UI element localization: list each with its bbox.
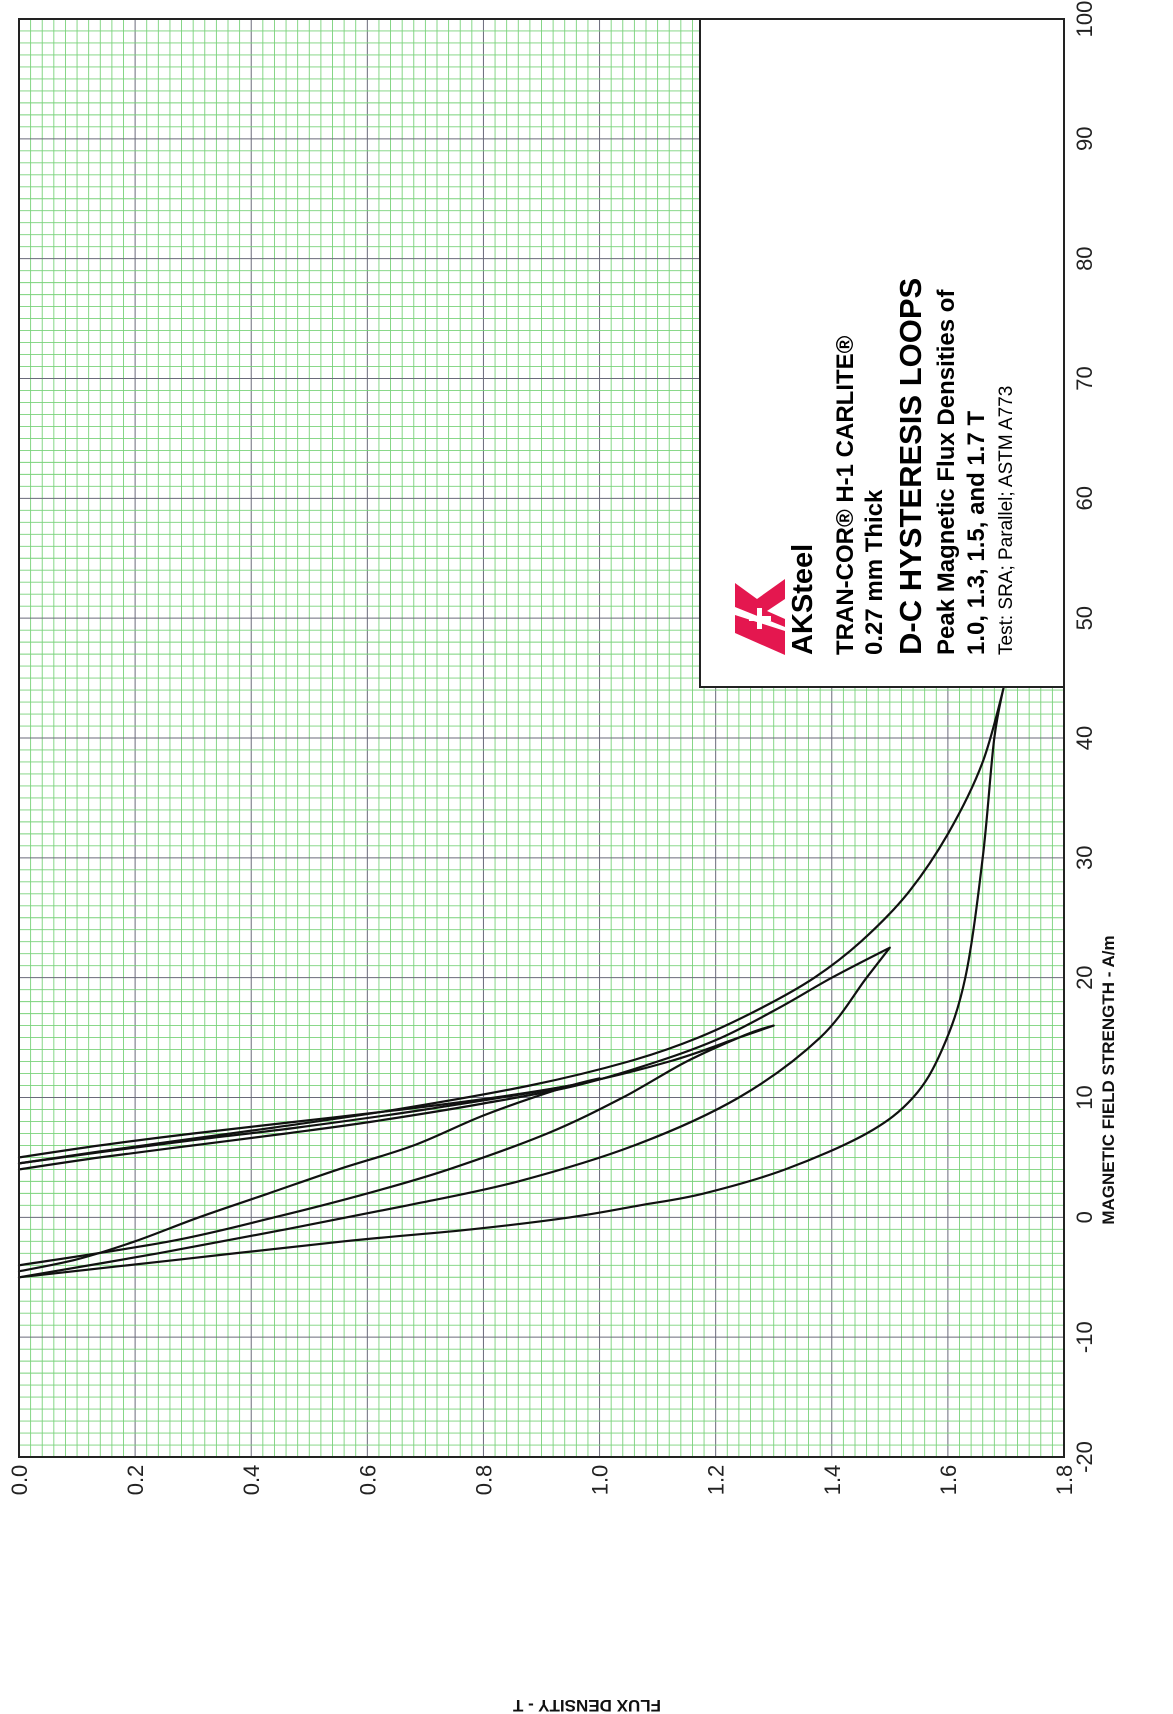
ak-logo [735,579,785,655]
y-axis-title: FLUX DENSITY - T [512,1696,661,1714]
y-tick-label: 0.0 [7,1465,32,1496]
x-tick-label: 20 [1072,965,1097,989]
y-tick-label: 1.0 [588,1465,613,1496]
title-line-4: Peak Magnetic Flux Densities of [933,289,960,655]
hysteresis-loop-1-3t [17,1024,775,1267]
title-line-1: TRAN-COR® H-1 CARLITE® [832,335,859,655]
title-line-2: 0.27 mm Thick [861,489,888,655]
x-tick-label: 100 [1072,1,1097,38]
x-tick-label: 40 [1072,726,1097,750]
title-line-5: 1.0, 1.3, 1.5, and 1.7 T [963,411,990,655]
y-tick-label: 0.6 [355,1465,380,1496]
brand-name: AKSteel [787,544,819,655]
y-tick-label: 0.8 [471,1465,496,1496]
ak-logo-mark-right [735,579,785,627]
hysteresis-loop-1-5t [17,946,891,1279]
title-line-6: Test: SRA; Parallel; ASTM A773 [996,386,1017,655]
x-tick-label: 90 [1072,127,1097,151]
y-tick-label: 0.2 [123,1465,148,1496]
x-axis-title: MAGNETIC FIELD STRENGTH - A/m [1099,935,1118,1224]
x-tick-label: 0 [1072,1211,1097,1223]
x-tick-label: 30 [1072,846,1097,870]
x-tick-label: 80 [1072,246,1097,270]
title-box-border [699,18,1065,688]
x-tick-label: -20 [1072,1441,1097,1473]
x-tick-label: 50 [1072,606,1097,630]
y-tick-label: 1.2 [704,1465,729,1496]
y-tick-label: 1.4 [820,1465,845,1496]
y-tick-label: 1.6 [936,1465,961,1496]
x-tick-label: 70 [1072,366,1097,390]
title-line-3: D-C HYSTERESIS LOOPS [893,278,928,655]
title-box: AKSteel TRAN-COR® H-1 CARLITE® 0.27 mm T… [699,18,1065,688]
ak-logo-mark-left [735,615,785,655]
x-tick-label: -10 [1072,1321,1097,1353]
ak-logo-cross-h [757,608,762,629]
plot-border [18,18,1065,1458]
x-tick-label: 60 [1072,486,1097,510]
x-tick-label: 10 [1072,1085,1097,1109]
y-tick-labels: 0.0 0.2 0.4 0.6 0.8 1.0 1.2 1.4 1.6 1.8 [7,1465,1077,1496]
y-tick-label: 1.8 [1052,1465,1077,1496]
y-tick-label: 0.4 [239,1465,264,1496]
x-tick-labels: -20 -10 0 10 20 30 40 50 60 70 80 90 100 [1072,1,1097,1473]
